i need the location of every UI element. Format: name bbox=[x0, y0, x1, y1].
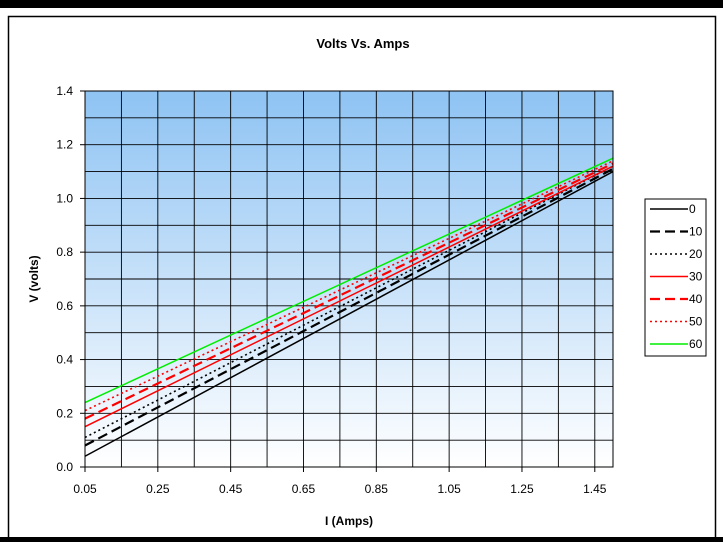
legend-label-60: 60 bbox=[689, 337, 703, 351]
series-line-40 bbox=[84, 162, 614, 420]
x-tick-label: 0.05 bbox=[73, 482, 97, 496]
x-tick-label: 0.25 bbox=[146, 482, 170, 496]
series-line-60 bbox=[84, 157, 614, 404]
x-tick-label: 1.25 bbox=[510, 482, 534, 496]
y-tick-label: 0.4 bbox=[56, 353, 73, 367]
series-line-0 bbox=[84, 170, 614, 457]
series-line-20 bbox=[84, 165, 614, 439]
chart-border bbox=[7, 15, 717, 537]
legend-label-40: 40 bbox=[689, 292, 703, 306]
series-line-30 bbox=[84, 165, 614, 428]
y-tick-label: 0.8 bbox=[56, 245, 73, 259]
x-axis-label: I (Amps) bbox=[325, 514, 373, 528]
grid-lines bbox=[85, 91, 613, 467]
series-lines bbox=[84, 157, 614, 457]
x-tick-label: 1.45 bbox=[583, 482, 607, 496]
legend: 0 10 20 30 40 50 60 bbox=[644, 198, 707, 357]
y-tick-label: 1.0 bbox=[56, 191, 73, 205]
y-tick-label: 0.6 bbox=[56, 299, 73, 313]
y-tick-label: 0.0 bbox=[56, 460, 73, 474]
legend-label-30: 30 bbox=[689, 270, 703, 284]
x-tick-label: 0.85 bbox=[365, 482, 389, 496]
legend-label-0: 0 bbox=[689, 202, 696, 216]
y-axis-label: V (volts) bbox=[27, 255, 41, 302]
legend-label-20: 20 bbox=[689, 247, 703, 261]
x-tick-label: 1.05 bbox=[437, 482, 461, 496]
series-line-50 bbox=[84, 160, 614, 412]
y-tick-label: 1.4 bbox=[56, 84, 73, 98]
plot-border bbox=[84, 90, 614, 468]
x-tick-label: 0.45 bbox=[219, 482, 243, 496]
legend-label-10: 10 bbox=[689, 225, 703, 239]
y-tick-label: 1.2 bbox=[56, 138, 73, 152]
series-line-10 bbox=[84, 167, 614, 447]
x-tick-label: 0.65 bbox=[292, 482, 316, 496]
header-bar bbox=[0, 0, 723, 8]
y-tick-label: 0.2 bbox=[56, 406, 73, 420]
legend-box bbox=[644, 198, 707, 357]
chart-title: Volts Vs. Amps bbox=[316, 36, 409, 51]
legend-label-50: 50 bbox=[689, 315, 703, 329]
tick-labels: 0.05 0.25 0.45 0.65 0.85 1.05 1.25 1.45 0.0 0.2 0.… bbox=[56, 84, 606, 496]
